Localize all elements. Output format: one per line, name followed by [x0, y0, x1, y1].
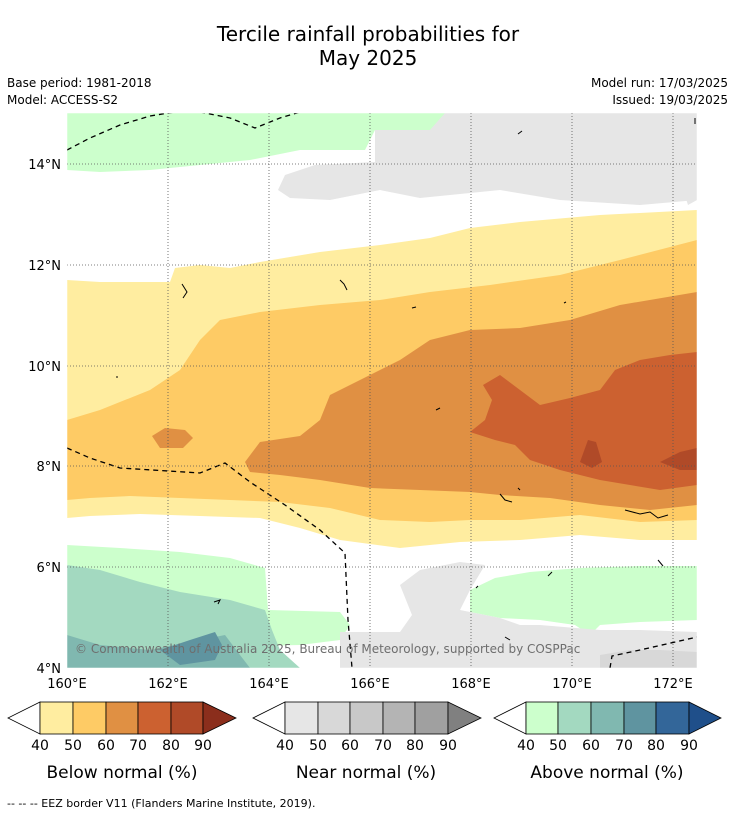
colorbar-max-arrow: [447, 701, 482, 735]
colorbar-tick: 60: [97, 738, 115, 754]
below-normal-80-spot-east: [660, 448, 697, 470]
colorbar-label-above: Above normal (%): [530, 763, 683, 783]
lat-label: 8°N: [37, 460, 62, 475]
model-name: Model: ACCESS-S2: [7, 93, 119, 107]
colorbar-swatch: [72, 701, 107, 735]
colorbar-tick: 80: [406, 738, 424, 754]
latitude-labels: 14°N 12°N 10°N 8°N 6°N 4°N: [28, 158, 61, 677]
near-normal-region-north: [278, 113, 697, 205]
colorbar-tick: 40: [276, 738, 294, 754]
colorbar-swatch: [284, 701, 319, 735]
lat-label: 6°N: [37, 561, 62, 576]
lat-label: 4°N: [37, 662, 62, 677]
below-normal-70-region: [470, 352, 697, 490]
above-normal-region-southeast: [470, 566, 697, 635]
model-run: Model run: 17/03/2025: [590, 76, 728, 90]
colorbar-swatch: [557, 701, 592, 735]
colorbar-tick: 70: [615, 738, 633, 754]
map-gridlines: [67, 113, 697, 668]
colorbar-max-arrow: [688, 701, 722, 735]
colorbar-tick: 40: [517, 738, 535, 754]
lon-label: 168°E: [451, 677, 491, 692]
colorbar-tick: 90: [439, 738, 457, 754]
above-normal-50-region: [67, 565, 300, 668]
colorbar-swatch: [349, 701, 384, 735]
colorbar-swatch: [414, 701, 449, 735]
colorbar-max-arrow: [202, 701, 237, 735]
colorbar-swatch: [317, 701, 351, 735]
below-normal-50-spot: [152, 428, 193, 448]
colorbar-swatch: [525, 701, 559, 735]
colorbar-below-normal: 40 50 60 70 80 90: [7, 701, 237, 754]
colorbar-label-below: Below normal (%): [47, 763, 198, 783]
colorbar-min-arrow: [7, 701, 41, 735]
colorbar-near-normal: 40 50 60 70 80 90: [252, 701, 482, 754]
base-period: Base period: 1981-2018: [7, 76, 152, 90]
map-title-line2: May 2025: [318, 46, 418, 70]
colorbar-swatch: [137, 701, 172, 735]
colorbar-tick: 50: [549, 738, 567, 754]
lon-label: 160°E: [47, 677, 87, 692]
colorbar-tick: 50: [309, 738, 327, 754]
colorbar-tick: 80: [647, 738, 665, 754]
colorbar-above-normal: 40 50 60 70 80 90: [493, 701, 722, 754]
near-normal-region-north-edge: [670, 113, 697, 205]
colorbar-tick: 60: [582, 738, 600, 754]
colorbar-swatch: [382, 701, 416, 735]
lon-label: 170°E: [552, 677, 592, 692]
colorbar-swatch: [623, 701, 657, 735]
colorbar-swatch: [655, 701, 690, 735]
lon-label: 172°E: [653, 677, 693, 692]
colorbar-tick: 70: [374, 738, 392, 754]
eez-border-lines: [67, 113, 697, 668]
colorbar-swatch: [105, 701, 139, 735]
above-normal-region-north: [67, 113, 445, 172]
probability-map[interactable]: [67, 112, 697, 668]
colorbar-tick: 70: [129, 738, 147, 754]
near-normal-region-south: [340, 562, 697, 668]
near-normal-50-spot: [600, 650, 697, 668]
colorbar-swatch: [170, 701, 204, 735]
below-normal-80-spot: [580, 440, 602, 468]
colorbar-tick: 90: [680, 738, 698, 754]
lat-label: 14°N: [28, 158, 61, 173]
colorbar-swatch: [39, 701, 74, 735]
colorbar-label-near: Near normal (%): [296, 763, 436, 783]
colorbar-tick: 80: [162, 738, 180, 754]
lat-label: 10°N: [28, 360, 61, 375]
lon-label: 162°E: [148, 677, 188, 692]
lon-label: 164°E: [249, 677, 289, 692]
above-normal-70-spot: [160, 632, 222, 665]
colorbar-swatch: [590, 701, 625, 735]
colorbar-min-arrow: [493, 701, 527, 735]
colorbar-tick: 40: [31, 738, 49, 754]
island-outlines: [116, 118, 696, 641]
copyright-notice: © Commonwealth of Australia 2025, Bureau…: [75, 642, 580, 656]
colorbar-tick: 50: [64, 738, 82, 754]
map-frame: [66, 112, 698, 669]
colorbar-tick: 90: [194, 738, 212, 754]
colorbar-tick: 60: [341, 738, 359, 754]
colorbar-min-arrow: [252, 701, 286, 735]
lon-label: 166°E: [350, 677, 390, 692]
lat-label: 12°N: [28, 259, 61, 274]
issued-date: Issued: 19/03/2025: [612, 93, 728, 107]
map-title-line1: Tercile rainfall probabilities for: [216, 22, 520, 46]
eez-footnote: -- -- -- EEZ border V11 (Flanders Marine…: [7, 797, 316, 810]
longitude-labels: 160°E 162°E 164°E 166°E 168°E 170°E 172°…: [47, 677, 693, 692]
